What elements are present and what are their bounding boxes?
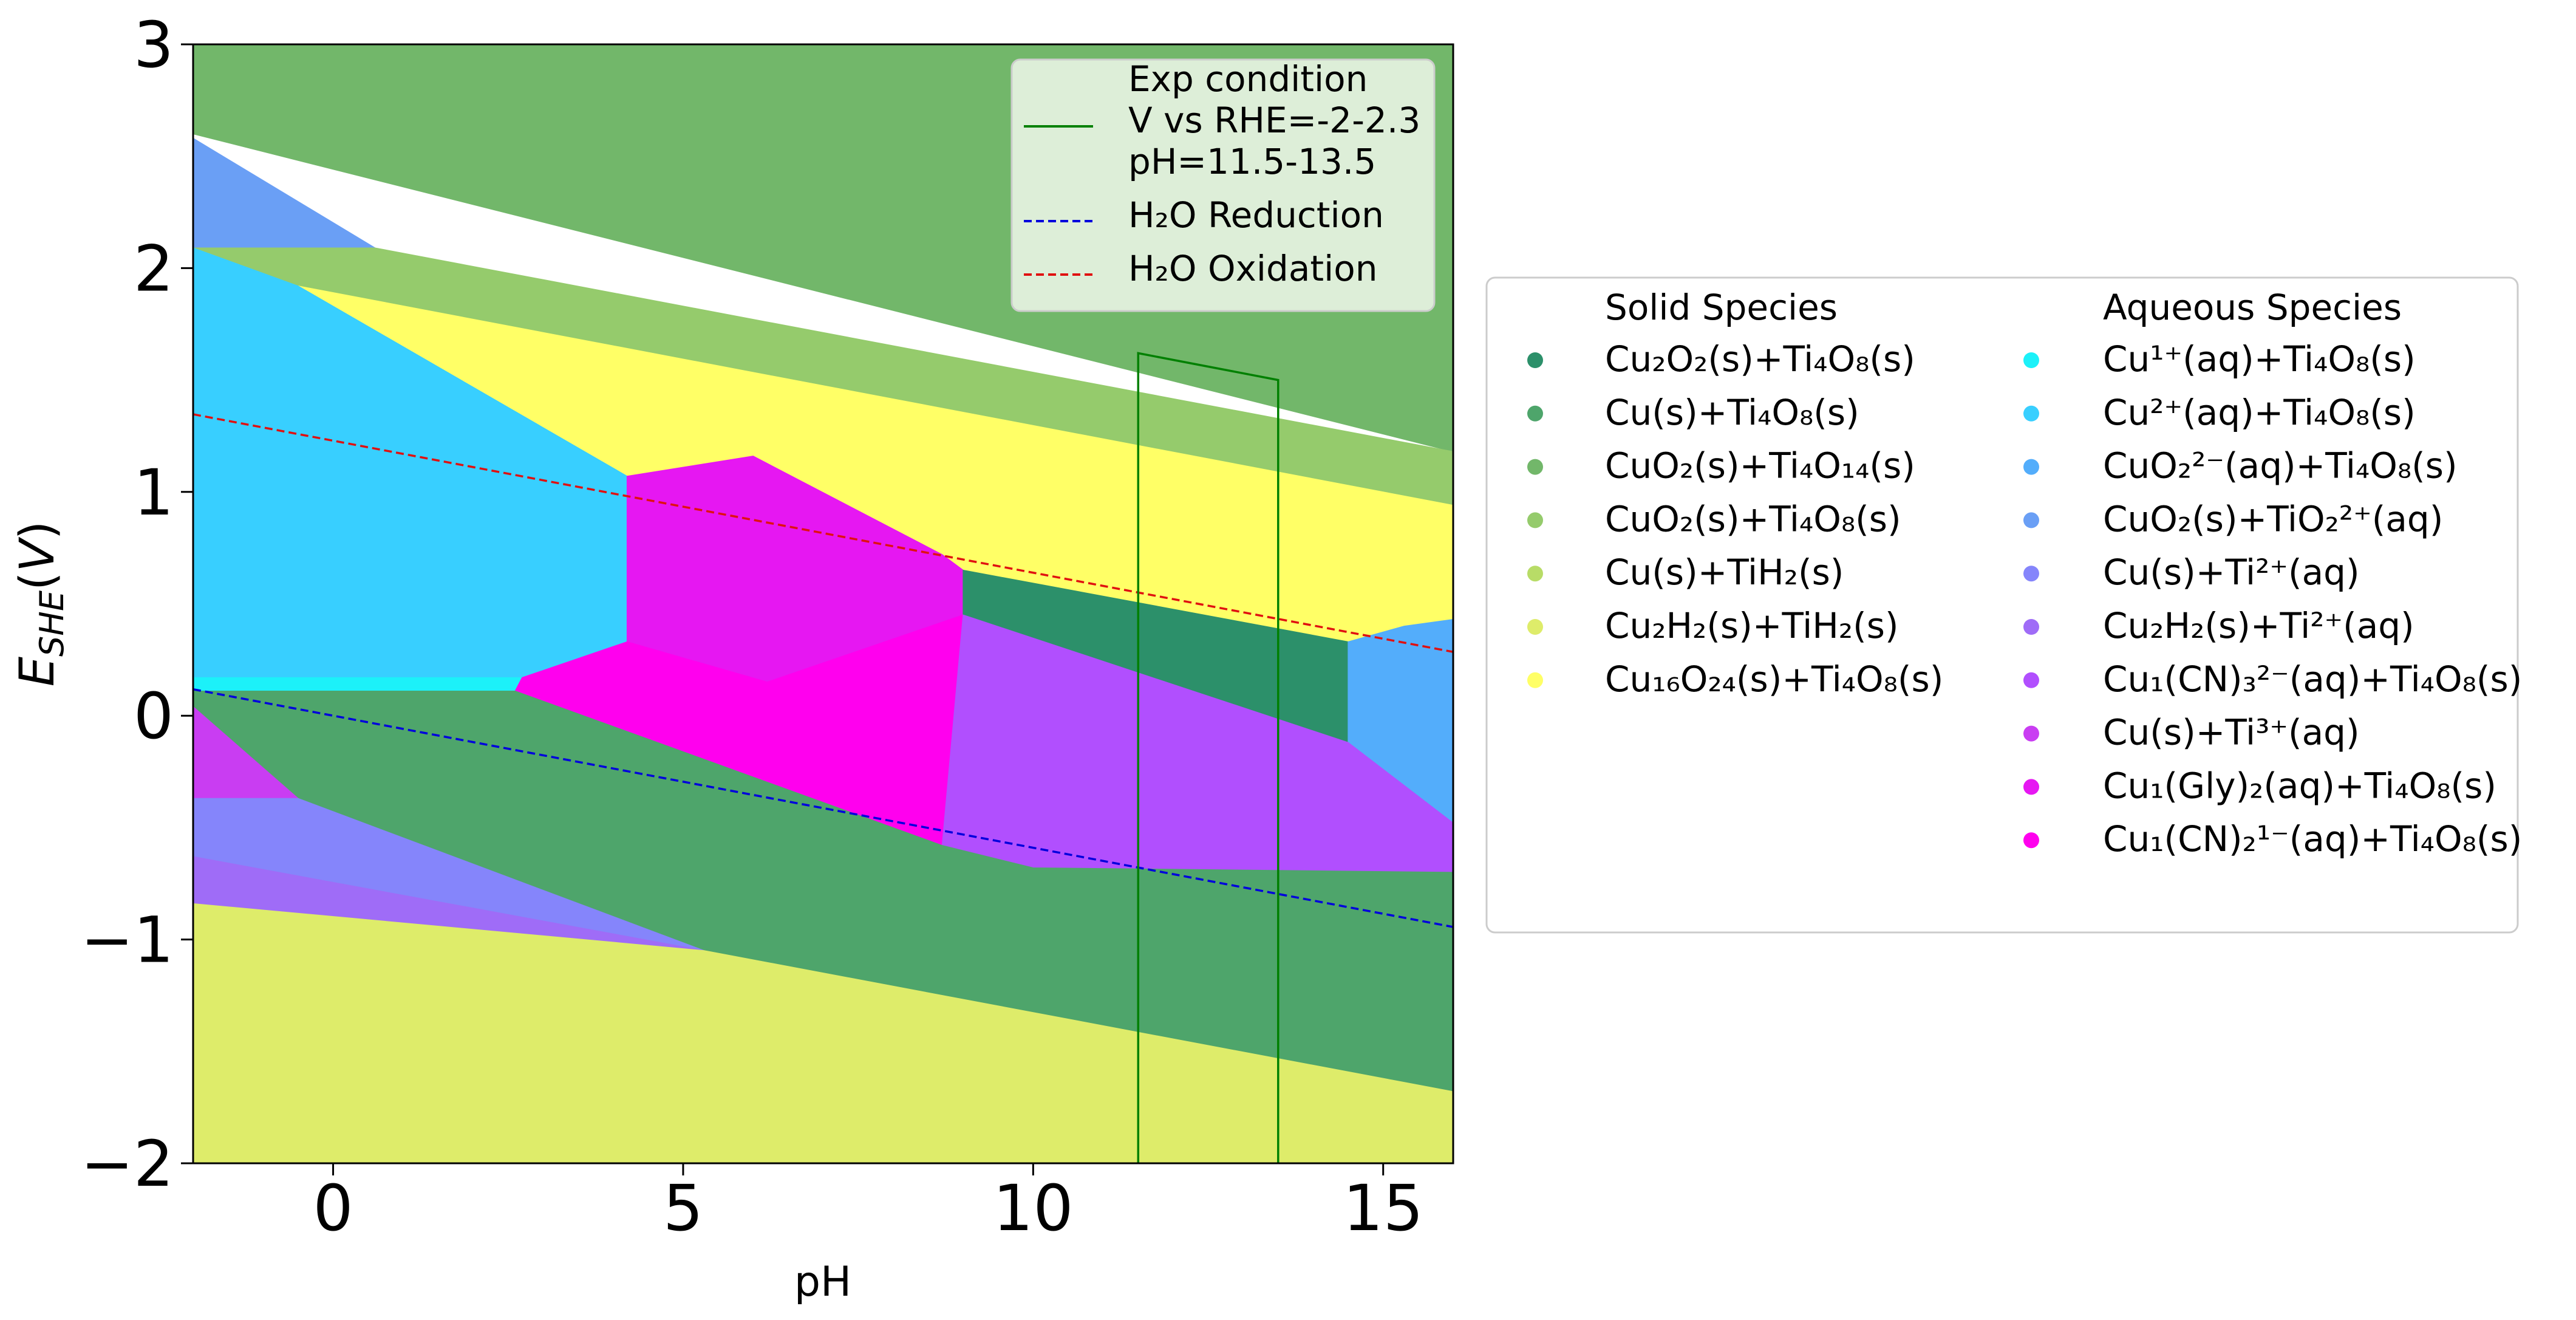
- x-axis-ticks: 0 5 10 15: [313, 1163, 1423, 1245]
- legend-aqueous-label: CuO₂(s)+TiO₂²⁺(aq): [2103, 498, 2443, 539]
- plot-frame: [192, 43, 1454, 1164]
- legend-solid-title: Solid Species: [1605, 287, 1838, 328]
- legend-solid-label: CuO₂(s)+Ti₄O₁₄(s): [1605, 445, 1915, 487]
- legend-species-box: [1485, 276, 2519, 934]
- legend-solid-label: Cu(s)+TiH₂(s): [1605, 552, 1844, 593]
- legend-aqueous-marker: [2023, 619, 2039, 635]
- legend-aqueous-marker: [2023, 352, 2039, 368]
- legend-aqueous-marker: [2023, 512, 2039, 528]
- legend-aqueous-label: Cu(s)+Ti²⁺(aq): [2103, 552, 2360, 593]
- region-cuo2-2-aq-ti4o8-s: [1348, 619, 1453, 824]
- legend-aqueous-marker: [2023, 832, 2039, 849]
- legend-solid-marker: [1527, 352, 1543, 368]
- line-exp-condition: [1137, 352, 1279, 1163]
- line-h2o-oxidation: [193, 413, 1453, 653]
- legend-solid-label: CuO₂(s)+Ti₄O₈(s): [1605, 498, 1901, 539]
- legend-aqueous-label: Cu²⁺(aq)+Ti₄O₈(s): [2103, 392, 2416, 433]
- legend-aqueous-label: Cu¹⁺(aq)+Ti₄O₈(s): [2103, 338, 2416, 380]
- legend-species: Solid Species Cu₂O₂(s)+Ti₄O₈(s) Cu(s)+Ti₄O…: [1485, 276, 2522, 934]
- legend-aqueous-marker: [2023, 566, 2039, 582]
- x-tick-label: 10: [993, 1171, 1073, 1245]
- legend-aqueous-label: Cu(s)+Ti³⁺(aq): [2103, 712, 2360, 753]
- legend-solid-marker: [1527, 672, 1543, 688]
- legend-solid-marker: [1527, 459, 1543, 475]
- y-axis-ticks: 3 2 1 0 −1 −2: [81, 8, 193, 1201]
- legend-solid-marker: [1527, 566, 1543, 582]
- plot-lines: [193, 352, 1453, 1163]
- y-tick-label: −2: [81, 1127, 174, 1201]
- line-h2o-reduction: [193, 688, 1453, 928]
- legend-line-label: H₂O Reduction: [1128, 194, 1384, 236]
- y-tick-label: −1: [81, 903, 174, 977]
- legend-solid-label: Cu₂H₂(s)+TiH₂(s): [1605, 605, 1899, 646]
- legend-solid-marker: [1527, 512, 1543, 528]
- legend-aqueous-marker: [2023, 725, 2039, 742]
- legend-aqueous-marker: [2023, 405, 2039, 422]
- y-tick-label: 3: [134, 8, 174, 82]
- y-tick-label: 2: [134, 231, 174, 306]
- legend-line-label: H₂O Oxidation: [1128, 248, 1378, 289]
- legend-aqueous-marker: [2023, 672, 2039, 688]
- x-axis-label: pH: [794, 1258, 851, 1306]
- legend-solid-label: Cu₁₆O₂₄(s)+Ti₄O₈(s): [1605, 658, 1943, 700]
- region-cu1-aq-ti4o8-s: [193, 677, 523, 692]
- legend-line-label: pH=11.5-13.5: [1128, 141, 1376, 182]
- legend-aqueous-title: Aqueous Species: [2103, 287, 2402, 328]
- y-tick-label: 1: [134, 456, 174, 530]
- legend-solid-label: Cu₂O₂(s)+Ti₄O₈(s): [1605, 338, 1915, 380]
- legend-aqueous-marker: [2023, 779, 2039, 795]
- legend-line-label: Exp condition: [1128, 58, 1368, 100]
- legend-aqueous-label: CuO₂²⁻(aq)+Ti₄O₈(s): [2103, 445, 2458, 487]
- legend-aqueous-label: Cu₁(Gly)₂(aq)+Ti₄O₈(s): [2103, 765, 2496, 806]
- legend-aqueous-label: Cu₁(CN)₃²⁻(aq)+Ti₄O₈(s): [2103, 658, 2522, 700]
- legend-solid-marker: [1527, 619, 1543, 635]
- x-tick-label: 5: [663, 1171, 703, 1245]
- legend-solid-marker: [1527, 405, 1543, 422]
- legend-lines-box: [1010, 58, 1436, 312]
- x-tick-label: 0: [313, 1171, 353, 1245]
- y-axis-label: ESHE(V): [10, 521, 71, 687]
- legend-aqueous-label: Cu₁(CN)₂¹⁻(aq)+Ti₄O₈(s): [2103, 818, 2522, 860]
- x-tick-label: 15: [1343, 1171, 1423, 1245]
- legend-aqueous-marker: [2023, 459, 2039, 475]
- legend-line-label: V vs RHE=-2-2.3: [1128, 100, 1420, 141]
- legend-solid-label: Cu(s)+Ti₄O₈(s): [1605, 392, 1859, 433]
- legend-aqueous-label: Cu₂H₂(s)+Ti²⁺(aq): [2103, 605, 2414, 646]
- y-tick-label: 0: [134, 679, 174, 753]
